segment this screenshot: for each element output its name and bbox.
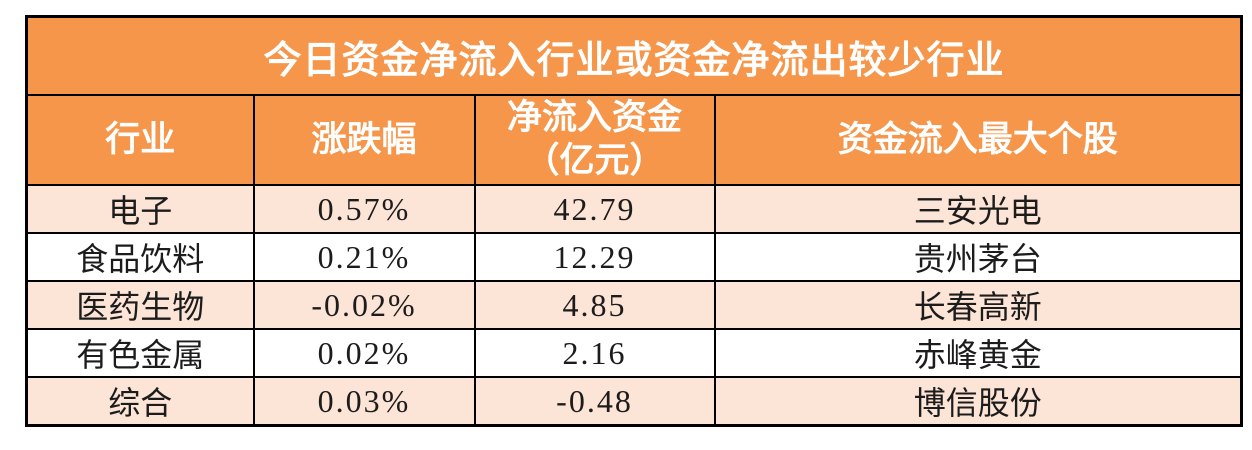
net-inflow-cell: 12.29 [473,232,716,282]
column-header-net-inflow-line2: （亿元） [524,141,665,180]
net-inflow-cell: 42.79 [473,184,716,234]
industry-cell: 医药生物 [25,280,255,330]
header-row: 行业 涨跌幅 净流入资金 （亿元） 资金流入最大个股 [25,94,1243,186]
table-row: 医药生物 -0.02% 4.85 长春高新 [25,280,1243,330]
top-stock-cell: 长春高新 [713,280,1243,330]
industry-cell: 食品饮料 [25,232,255,282]
table-row: 食品饮料 0.21% 12.29 贵州茅台 [25,232,1243,282]
change-cell: 0.21% [252,232,476,282]
column-header-net-inflow-line1: 净流入资金 [506,98,682,138]
net-inflow-cell: 4.85 [473,280,716,330]
change-cell: -0.02% [252,280,476,330]
title-row: 今日资金净流入行业或资金净流出较少行业 [25,15,1243,96]
change-cell: 0.57% [252,184,476,234]
industry-cell: 综合 [25,376,255,427]
table-row: 电子 0.57% 42.79 三安光电 [25,184,1243,234]
top-stock-cell: 三安光电 [713,184,1243,234]
fund-flow-table: 今日资金净流入行业或资金净流出较少行业 行业 涨跌幅 净流入资金 （亿元） 资金… [25,15,1244,427]
top-stock-cell: 贵州茅台 [713,232,1243,282]
top-stock-cell: 博信股份 [713,376,1243,427]
net-inflow-cell: 2.16 [473,328,716,378]
top-stock-cell: 赤峰黄金 [713,328,1243,378]
change-cell: 0.03% [252,376,476,427]
industry-cell: 有色金属 [25,328,255,378]
net-inflow-cell: -0.48 [473,376,716,427]
column-header-change: 涨跌幅 [252,94,476,186]
column-header-top-stock: 资金流入最大个股 [713,94,1243,186]
table-title: 今日资金净流入行业或资金净流出较少行业 [25,15,1243,96]
industry-cell: 电子 [25,184,255,234]
change-cell: 0.02% [252,328,476,378]
table-row: 综合 0.03% -0.48 博信股份 [25,376,1243,427]
column-header-net-inflow: 净流入资金 （亿元） [473,94,716,186]
column-header-industry: 行业 [25,94,255,186]
table-row: 有色金属 0.02% 2.16 赤峰黄金 [25,328,1243,378]
